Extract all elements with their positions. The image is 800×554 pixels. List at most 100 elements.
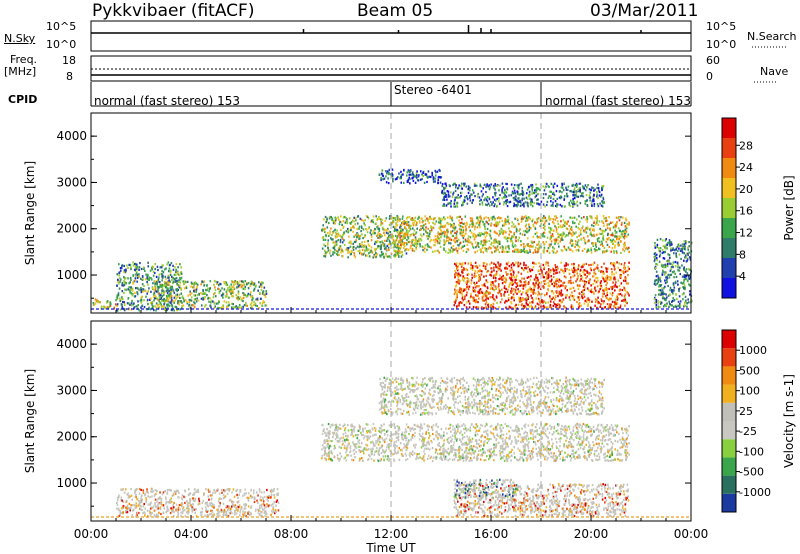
data-cell: [605, 228, 607, 231]
data-cell: [663, 251, 666, 254]
data-cell: [523, 263, 525, 267]
data-cell: [577, 264, 580, 267]
data-cell: [124, 271, 127, 274]
data-cell: [678, 302, 681, 306]
data-cell: [503, 280, 506, 283]
data-cell: [684, 304, 687, 307]
data-cell: [119, 269, 122, 272]
data-cell: [329, 232, 331, 235]
data-cell: [153, 271, 156, 275]
data-cell: [393, 241, 395, 244]
data-cell: [587, 304, 589, 307]
data-cell: [211, 300, 214, 303]
data-cell: [364, 234, 366, 237]
data-cell: [350, 226, 352, 230]
data-cell: [499, 263, 502, 266]
data-cell: [621, 270, 624, 273]
data-cell: [656, 282, 659, 285]
data-cell: [539, 219, 542, 222]
data-cell: [168, 281, 170, 284]
data-cell: [443, 204, 445, 207]
data-cell: [508, 283, 511, 287]
data-cell: [518, 264, 521, 267]
data-cell: [442, 204, 444, 207]
data-cell: [571, 190, 574, 193]
data-cell: [399, 232, 401, 235]
data-cell: [422, 249, 424, 252]
data-cell: [569, 294, 572, 297]
data-cell: [397, 254, 400, 257]
data-cell: [196, 285, 198, 288]
data-cell: [369, 231, 372, 234]
data-cell: [479, 277, 481, 280]
data-cell: [557, 293, 560, 296]
data-cell: [600, 265, 603, 269]
data-cell: [136, 280, 138, 283]
data-cell: [607, 238, 609, 241]
data-cell: [655, 257, 658, 260]
data-cell: [195, 282, 198, 285]
data-cell: [136, 265, 139, 269]
data-cell: [609, 228, 611, 232]
data-cell: [681, 243, 684, 246]
data-cell: [490, 223, 492, 226]
data-cell: [575, 192, 578, 195]
data-cell: [674, 260, 677, 264]
data-cell: [510, 287, 513, 290]
data-cell: [554, 225, 556, 228]
data-cell: [562, 231, 564, 234]
data-cell: [685, 252, 688, 255]
data-cell: [358, 252, 361, 255]
data-cell: [230, 283, 233, 286]
data-cell: [460, 194, 462, 198]
data-cell: [372, 215, 375, 218]
data-cell: [556, 203, 559, 206]
data-cell: [132, 282, 134, 285]
data-cell: [619, 240, 622, 243]
data-cell: [508, 233, 511, 236]
data-cell: [669, 289, 671, 292]
data-cell: [462, 268, 465, 271]
data-cell: [450, 199, 452, 203]
data-cell: [457, 238, 460, 241]
date-label: 03/Mar/2011: [590, 1, 699, 21]
data-cell: [588, 196, 591, 199]
data-cell: [534, 250, 537, 254]
data-cell: [524, 229, 527, 233]
data-cell: [497, 261, 499, 264]
data-cell: [540, 200, 543, 203]
data-cell: [395, 244, 398, 247]
data-cell: [465, 288, 467, 291]
data-cell: [514, 204, 516, 207]
data-cell: [262, 281, 264, 284]
data-cell: [439, 245, 442, 249]
data-cell: [470, 219, 472, 223]
data-cell: [505, 250, 507, 253]
data-cell: [186, 302, 189, 305]
data-cell: [549, 305, 552, 308]
data-cell: [471, 276, 474, 279]
data-cell: [161, 299, 163, 302]
data-cell: [342, 220, 345, 223]
data-cell: [127, 288, 129, 291]
data-cell: [537, 306, 540, 309]
data-cell: [221, 306, 223, 309]
data-cell: [613, 246, 616, 249]
data-cell: [673, 252, 675, 255]
data-cell: [608, 297, 611, 300]
data-cell: [685, 268, 688, 271]
data-cell: [537, 242, 540, 246]
data-cell: [482, 243, 485, 247]
data-cell: [554, 242, 556, 246]
data-cell: [583, 288, 586, 292]
data-cell: [572, 286, 575, 290]
data-cell: [552, 268, 555, 271]
data-cell: [576, 184, 578, 187]
data-cell: [366, 254, 368, 257]
data-cell: [346, 220, 348, 223]
data-cell: [432, 226, 435, 230]
data-cell: [600, 286, 603, 289]
data-cell: [585, 262, 588, 266]
data-cell: [251, 295, 253, 298]
data-cell: [472, 296, 474, 299]
